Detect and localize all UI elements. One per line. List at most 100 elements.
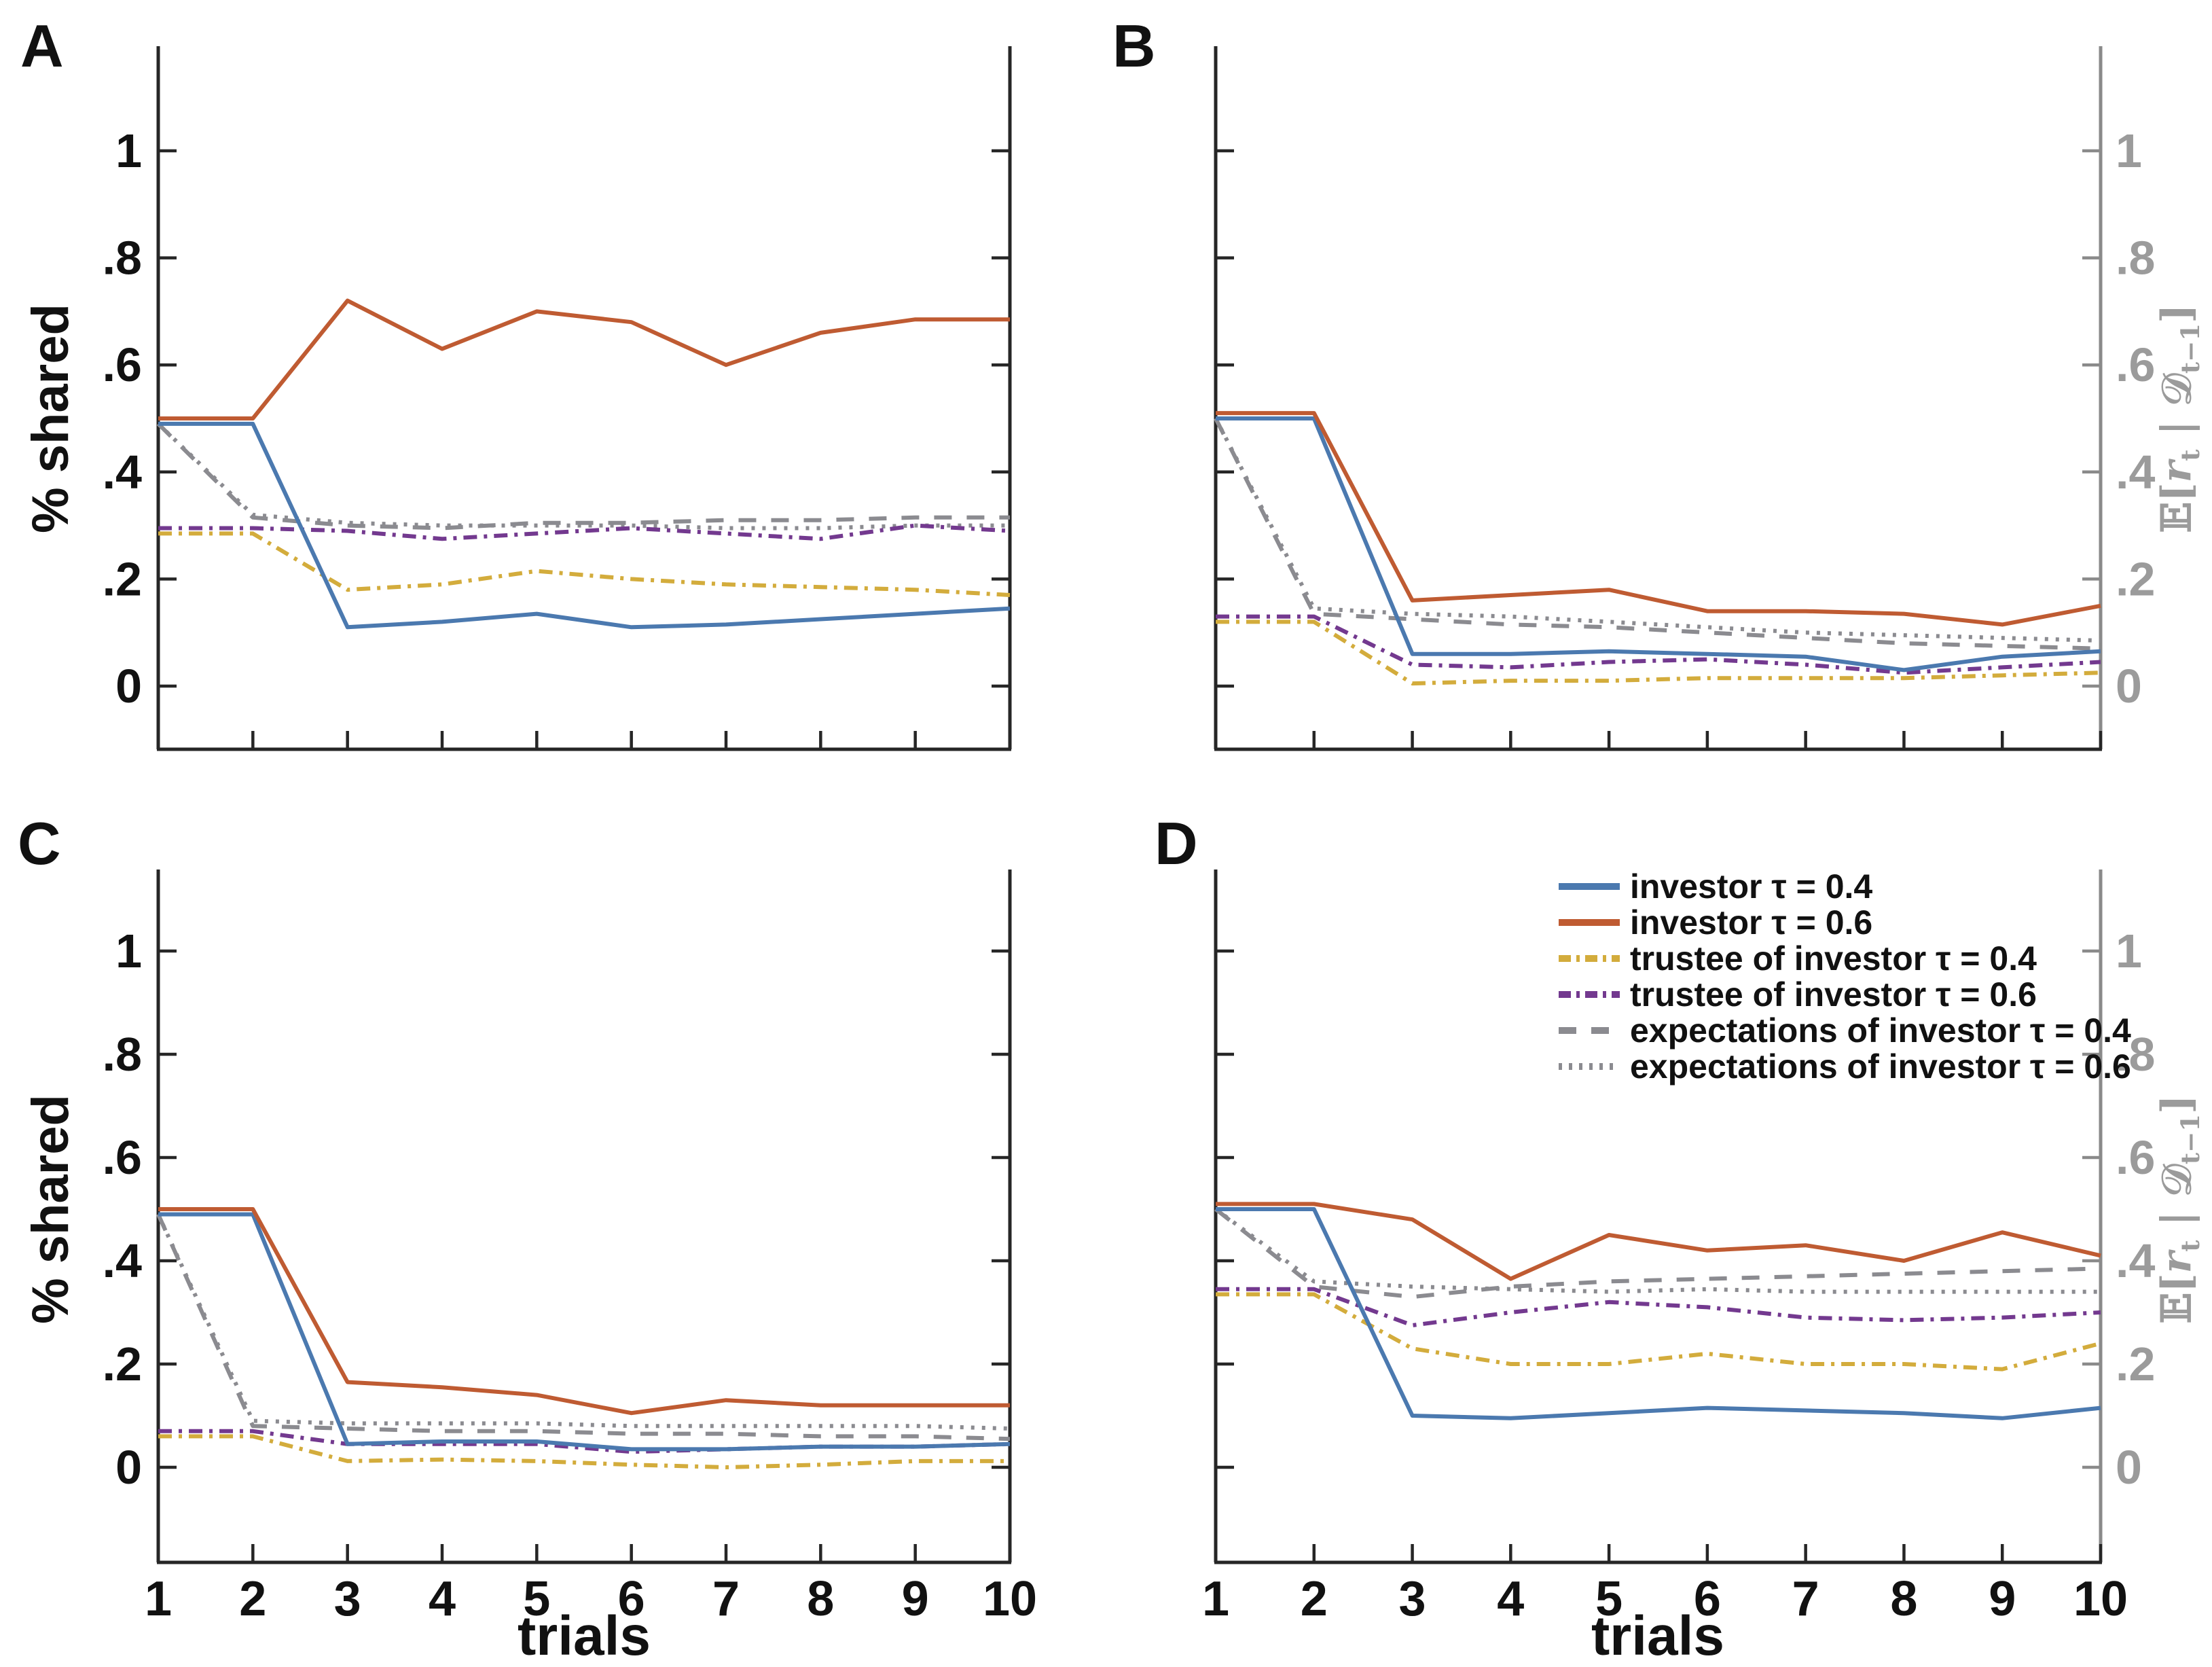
- y-tick-label-right: .6: [2116, 338, 2155, 391]
- y-tick-label-right: 0: [2116, 660, 2142, 713]
- x-axis-label-panel-d: trials: [1591, 1605, 1724, 1667]
- legend-line-investor-tau06-icon: [1559, 919, 1620, 926]
- rlab-part: ]: [2153, 304, 2200, 323]
- series-line-B-trustee_tau06: [1216, 614, 2101, 675]
- legend-line-expectations-tau04-icon: [1559, 1027, 1620, 1034]
- legend-item-label: trustee of investor τ = 0.4: [1630, 939, 2037, 978]
- x-tick-label: 7: [712, 1572, 740, 1626]
- x-tick-label: 4: [1497, 1572, 1524, 1626]
- rlab-part: t−1: [2175, 323, 2205, 374]
- x-tick-label: 1: [1202, 1572, 1229, 1626]
- panel-label-b: B: [1112, 12, 1156, 79]
- y-tick-label-right: .2: [2116, 1338, 2155, 1391]
- y-tick-label: 1: [115, 925, 142, 978]
- x-tick-label: 6: [1694, 1572, 1721, 1626]
- y-tick-label: .8: [103, 1028, 142, 1081]
- legend-line-trustee-tau06-icon: [1559, 991, 1620, 998]
- x-tick-label: 2: [1301, 1572, 1328, 1626]
- rlab-part: |: [2153, 1196, 2200, 1240]
- series-line-B-expectations_tau06: [1214, 417, 2101, 643]
- x-tick-label: 5: [523, 1572, 550, 1626]
- rlab-part: 𝔼[: [2153, 482, 2200, 533]
- series-line-B-investor_tau06: [1216, 411, 2101, 627]
- legend-item-trustee-tau06: trustee of investor τ = 0.6: [1557, 975, 2131, 1014]
- y-tick-label: 0: [115, 1441, 142, 1494]
- series-line-A-trustee_tau04: [158, 531, 1011, 597]
- series-line-D-expectations_tau06: [1214, 1207, 2101, 1294]
- legend-line-expectations-tau06-icon: [1559, 1063, 1620, 1070]
- legend-line-investor-tau04-icon: [1559, 883, 1620, 890]
- rlab-part: 𝔼[: [2153, 1273, 2200, 1324]
- y-axis-label-panel-a: % shared: [22, 304, 79, 533]
- y-tick-label-right: .4: [2116, 1234, 2155, 1287]
- legend-line-trustee-tau04-icon: [1559, 955, 1620, 962]
- y-tick-label: 1: [115, 124, 142, 177]
- series-line-D-expectations_tau04: [1214, 1207, 2101, 1299]
- legend-item-label: investor τ = 0.6: [1630, 903, 1873, 942]
- panel-label-a: A: [20, 12, 64, 79]
- series-line-D-investor_tau04: [1216, 1207, 2101, 1420]
- x-tick-label: 3: [1399, 1572, 1426, 1626]
- rlab-part: r: [2153, 1251, 2200, 1274]
- series-line-B-trustee_tau04: [1216, 620, 2101, 686]
- y-tick-label-right: 1: [2116, 925, 2142, 978]
- series-line-B-investor_tau04: [1216, 416, 2101, 673]
- x-tick-label: 9: [902, 1572, 929, 1626]
- y-tick-label: 0: [115, 660, 142, 713]
- legend-item-expectations-tau04: expectations of investor τ = 0.4: [1557, 1011, 2131, 1050]
- rlab-part: 𝒟: [2153, 1164, 2200, 1197]
- series-line-D-investor_tau06: [1216, 1202, 2101, 1281]
- x-tick-label: 6: [618, 1572, 645, 1626]
- series-line-A-investor_tau06: [158, 298, 1010, 420]
- panel-label-d: D: [1155, 810, 1198, 877]
- legend-item-trustee-tau04: trustee of investor τ = 0.4: [1557, 939, 2131, 978]
- series-line-A-expectations_tau06: [156, 422, 1010, 531]
- x-tick-label: 2: [239, 1572, 266, 1626]
- series-line-A-investor_tau04: [158, 421, 1011, 630]
- x-tick-label: 10: [2073, 1572, 2128, 1626]
- y-tick-label: .6: [103, 338, 142, 391]
- series-line-B-expectations_tau04: [1214, 417, 2101, 651]
- rlab-part: t−1: [2175, 1113, 2205, 1165]
- panel-label-c: C: [18, 810, 61, 877]
- y-axis-label-panel-b: 𝔼[rt | 𝒟t−1]: [2150, 228, 2205, 609]
- y-axis-label-panel-c: % shared: [22, 1094, 79, 1324]
- x-tick-label: 10: [983, 1572, 1037, 1626]
- x-tick-label: 4: [429, 1572, 456, 1626]
- legend-item-investor-tau04: investor τ = 0.4: [1557, 867, 2131, 906]
- legend-item-expectations-tau06: expectations of investor τ = 0.6: [1557, 1047, 2131, 1086]
- legend-item-label: investor τ = 0.4: [1630, 867, 1873, 906]
- x-tick-label: 5: [1595, 1572, 1622, 1626]
- y-tick-label: .2: [103, 552, 142, 605]
- legend-item-investor-tau06: investor τ = 0.6: [1557, 903, 2131, 942]
- y-tick-label-right: .4: [2116, 446, 2155, 499]
- rlab-part: t: [2175, 449, 2205, 461]
- x-tick-label: 8: [807, 1572, 834, 1626]
- y-tick-label: .6: [103, 1131, 142, 1184]
- rlab-part: r: [2153, 461, 2200, 483]
- y-tick-label: .4: [103, 1234, 142, 1287]
- rlab-part: ]: [2153, 1094, 2200, 1114]
- y-tick-label-right: 1: [2116, 124, 2142, 177]
- series-line-C-investor_tau06: [158, 1207, 1010, 1416]
- y-tick-label-right: .8: [2116, 1028, 2155, 1081]
- x-axis-label-panel-c: trials: [518, 1605, 651, 1667]
- y-tick-label-right: .2: [2116, 552, 2155, 605]
- y-tick-label-right: .8: [2116, 232, 2155, 285]
- series-line-C-expectations_tau04: [156, 1213, 1011, 1441]
- x-tick-label: 1: [145, 1572, 172, 1626]
- series-line-C-investor_tau04: [158, 1212, 1011, 1452]
- series-line-C-expectations_tau06: [156, 1213, 1011, 1431]
- x-tick-label: 7: [1792, 1572, 1819, 1626]
- rlab-part: 𝒟: [2153, 374, 2200, 406]
- x-tick-label: 8: [1890, 1572, 1917, 1626]
- rlab-part: |: [2153, 406, 2200, 450]
- legend-item-label: expectations of investor τ = 0.4: [1630, 1011, 2131, 1050]
- rlab-part: t: [2175, 1240, 2205, 1252]
- y-tick-label-right: 0: [2116, 1441, 2142, 1494]
- y-tick-label: .4: [103, 446, 142, 499]
- series-line-D-trustee_tau04: [1216, 1292, 2101, 1372]
- legend-item-label: trustee of investor τ = 0.6: [1630, 975, 2037, 1014]
- legend: investor τ = 0.4 investor τ = 0.6 truste…: [1557, 867, 2131, 1086]
